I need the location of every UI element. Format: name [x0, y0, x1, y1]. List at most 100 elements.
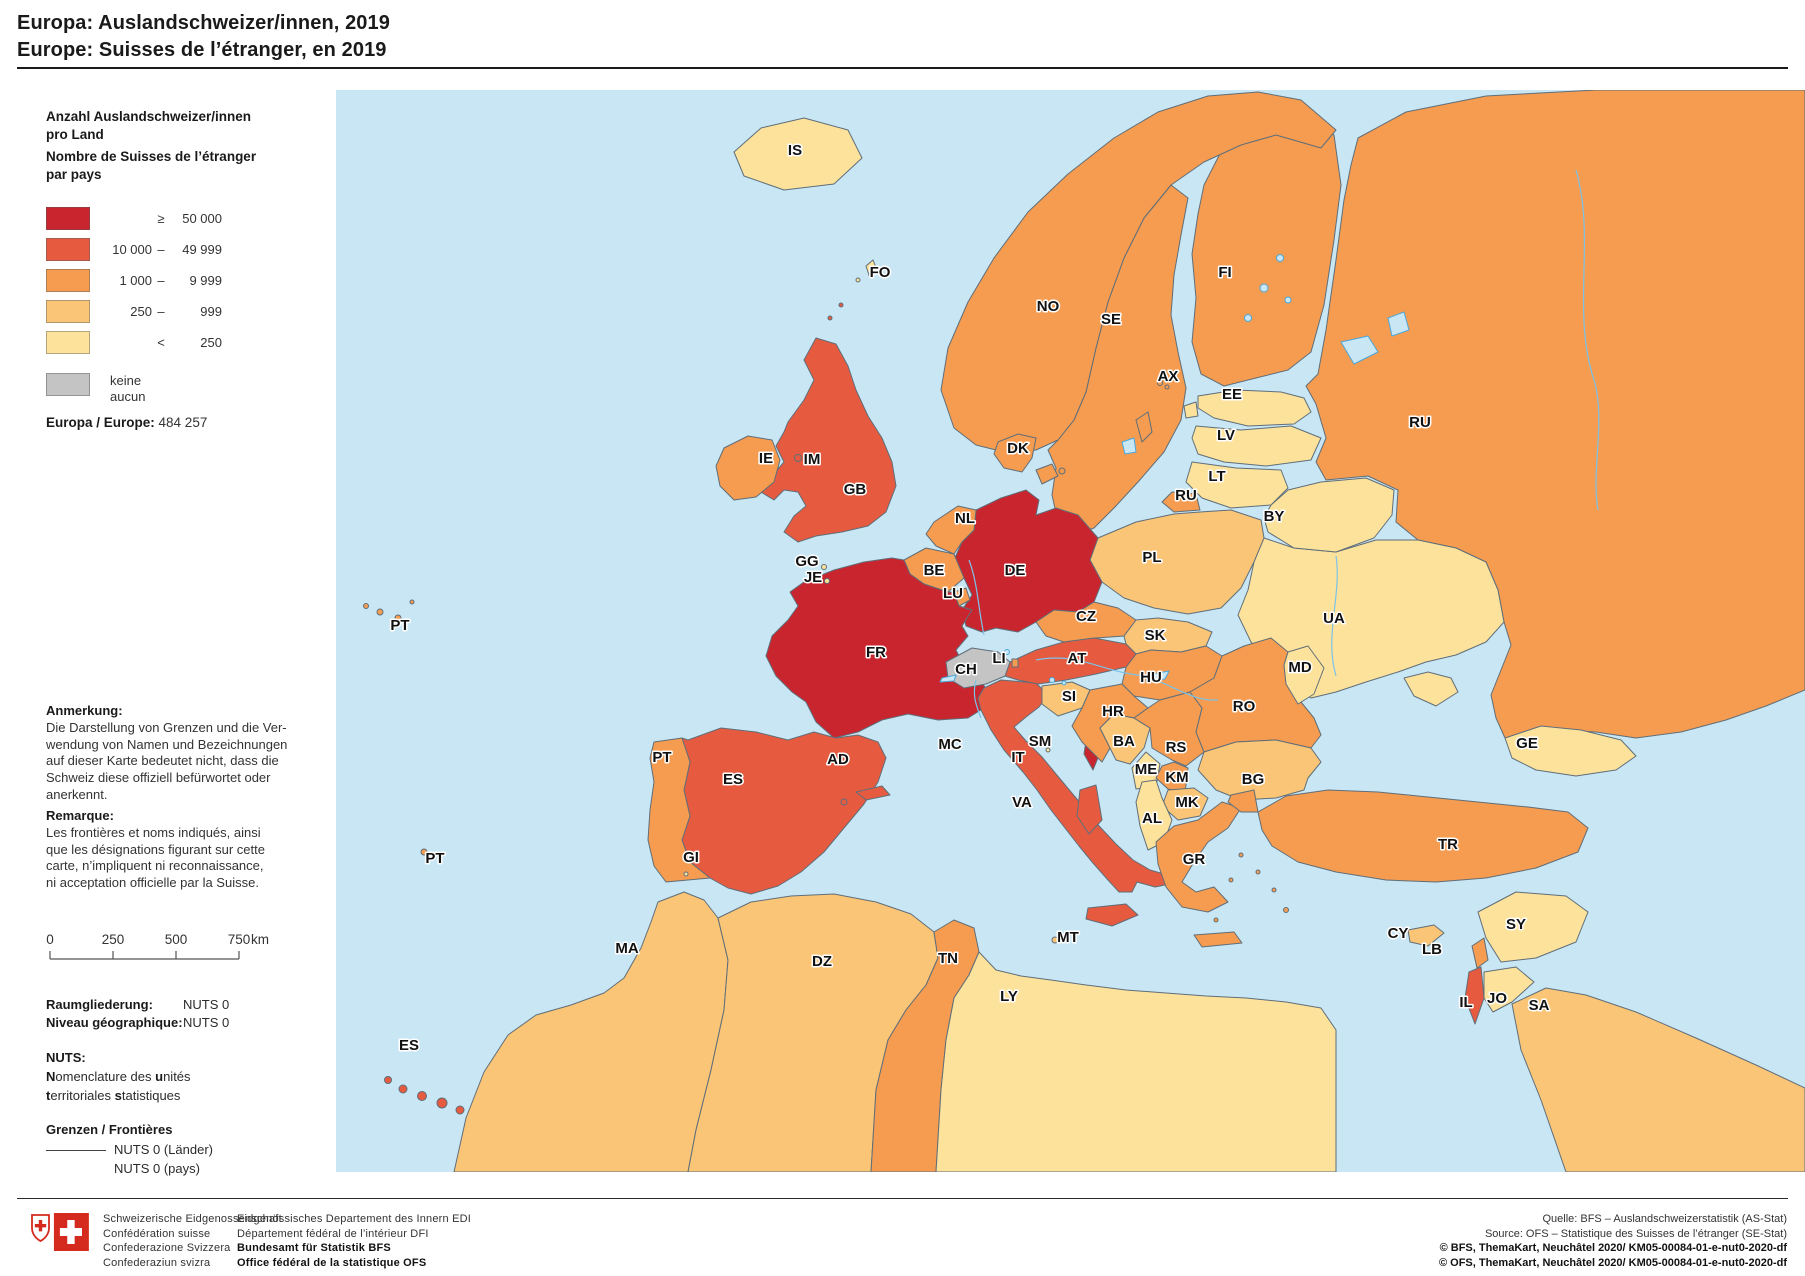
country-label: MA — [615, 940, 638, 957]
country-label: JE — [804, 569, 822, 586]
country-label: BA — [1113, 733, 1135, 750]
country-sy — [1477, 891, 1589, 963]
country-label: RS — [1166, 739, 1187, 756]
country-il — [1464, 966, 1485, 1025]
country-label: MC — [938, 736, 961, 753]
country-label: SA — [1529, 997, 1550, 1014]
country-jo — [1483, 966, 1535, 1013]
country-pt — [363, 603, 369, 609]
nuts-note: NUTS: Nomenclature des unités territoria… — [46, 1050, 191, 1103]
country-label: RO — [1233, 698, 1256, 715]
legend-class-row: ≥50 000 — [46, 207, 286, 230]
country-label: MK — [1175, 794, 1198, 811]
footer-department: Eidgenössisches Departement des Innern E… — [237, 1213, 472, 1269]
country-gr — [1228, 877, 1234, 883]
title-divider — [17, 67, 1788, 69]
country-is — [733, 117, 863, 191]
country-label: SK — [1145, 627, 1166, 644]
country-dk — [1035, 463, 1059, 485]
river — [968, 559, 985, 636]
country-label: BY — [1264, 508, 1285, 525]
legend-none: keine aucun — [46, 373, 145, 404]
legend-swatch — [46, 331, 90, 354]
page-title: Europa: Auslandschweizer/innen, 2019 Eur… — [17, 10, 390, 64]
lake — [1276, 254, 1284, 262]
country-dk — [993, 433, 1037, 473]
country-label: RU — [1175, 487, 1197, 504]
country-label: IM — [804, 451, 821, 468]
country-tr — [1227, 789, 1259, 813]
svg-text:500: 500 — [165, 932, 188, 947]
country-gr — [1271, 887, 1277, 893]
country-label: FI — [1218, 264, 1231, 281]
country-pt — [420, 848, 428, 856]
river — [1035, 657, 1219, 701]
legend-none-swatch — [46, 373, 90, 396]
legend-title-de: Anzahl Auslandschweizer/innen pro Land — [46, 109, 252, 142]
country-es — [840, 798, 848, 806]
country-label: LY — [1000, 988, 1018, 1005]
country-ruk — [1161, 491, 1201, 513]
country-label: DZ — [812, 953, 832, 970]
geo-level: Raumgliederung: NUTS 0 Niveau géographiq… — [46, 997, 230, 1030]
country-gr — [1238, 852, 1244, 858]
country-label: MT — [1057, 929, 1079, 946]
country-cy — [1407, 924, 1445, 947]
country-label: AT — [1068, 650, 1087, 667]
europe-map: IS FO NO SE FI AX EE LV LT RU RU BY PL UA MD DK IE IM GB GG… — [336, 90, 1805, 1172]
country-label: CZ — [1076, 608, 1096, 625]
country-label: UA — [1323, 610, 1345, 627]
country-gr — [1255, 869, 1261, 875]
country-pt — [376, 608, 384, 616]
country-label: VA — [1012, 794, 1032, 811]
country-gg — [821, 564, 827, 570]
country-by — [1263, 477, 1395, 553]
legend-none-de: keine — [110, 373, 142, 388]
country-pt — [409, 599, 415, 605]
country-label: IS — [788, 142, 802, 159]
country-label: IL — [1459, 994, 1472, 1011]
country-label: DK — [1007, 440, 1029, 457]
river — [1331, 555, 1338, 677]
europe-total: Europa / Europe: 484 257 — [46, 415, 208, 430]
country-label: GG — [795, 553, 818, 570]
country-label: GI — [683, 849, 699, 866]
country-fo — [855, 277, 861, 283]
country-gi — [683, 871, 689, 877]
legend-class-row: 1 000–9 999 — [46, 269, 286, 292]
country-ee — [1197, 389, 1312, 427]
country-label: AX — [1158, 368, 1179, 385]
country-label: KM — [1165, 769, 1188, 786]
country-gr — [1155, 801, 1242, 913]
country-label: PL — [1142, 549, 1161, 566]
lake — [1121, 437, 1137, 455]
country-label: SM — [1029, 733, 1052, 750]
country-ua — [1403, 671, 1459, 707]
legend-class-row: 10 000–49 999 — [46, 238, 286, 261]
country-label: BG — [1242, 771, 1265, 788]
country-label: HU — [1140, 669, 1162, 686]
country-at — [1004, 637, 1137, 685]
legend-none-fr: aucun — [110, 388, 146, 404]
swiss-confederation-logo — [30, 1212, 92, 1259]
country-label: BE — [924, 562, 945, 579]
country-ad — [843, 753, 849, 759]
country-mc — [955, 737, 961, 743]
country-ly — [935, 951, 1337, 1172]
country-label: LB — [1422, 941, 1442, 958]
lake — [1259, 283, 1269, 293]
country-label: RU — [1409, 414, 1431, 431]
border-line-sample — [46, 1149, 106, 1151]
country-pt — [647, 737, 711, 883]
footer-confederation: Schweizerische Eidgenossenschaft Confédér… — [103, 1213, 282, 1269]
legend-swatch — [46, 269, 90, 292]
country-label: LV — [1217, 427, 1235, 444]
country-es — [855, 785, 891, 801]
river — [1575, 169, 1600, 511]
country-label: PT — [425, 850, 444, 867]
lake — [1244, 314, 1252, 322]
country-label: NO — [1037, 298, 1060, 315]
country-label: NL — [955, 510, 975, 527]
country-label: GB — [844, 481, 867, 498]
